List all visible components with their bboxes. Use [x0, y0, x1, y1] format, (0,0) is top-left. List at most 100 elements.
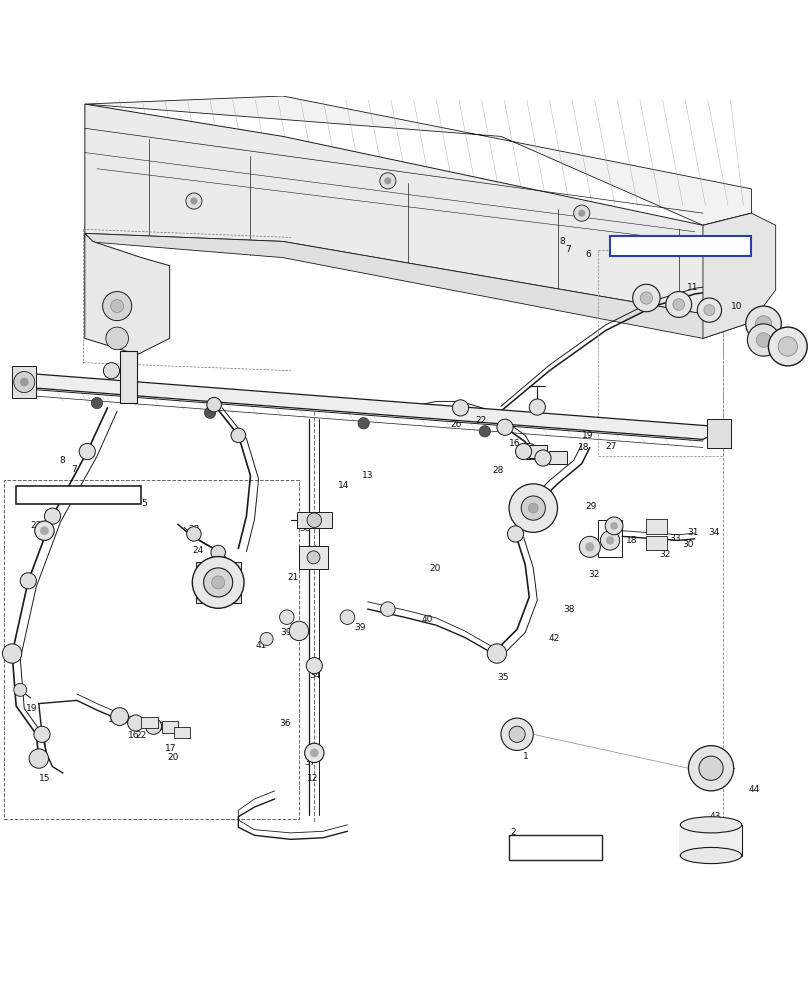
Text: 18: 18	[626, 536, 638, 545]
Text: 16: 16	[128, 731, 139, 740]
Text: 32: 32	[659, 550, 671, 559]
Polygon shape	[85, 233, 170, 355]
Text: 17: 17	[554, 458, 566, 467]
Circle shape	[79, 443, 95, 460]
Circle shape	[380, 173, 396, 189]
Circle shape	[452, 400, 469, 416]
Text: 42: 42	[549, 634, 560, 643]
Bar	[610, 236, 751, 256]
Text: 13: 13	[362, 471, 373, 480]
Text: 40: 40	[422, 615, 433, 624]
Circle shape	[289, 621, 309, 641]
Circle shape	[516, 443, 532, 460]
Bar	[141, 717, 158, 728]
Circle shape	[507, 526, 524, 542]
Text: 23: 23	[188, 525, 200, 534]
Circle shape	[385, 178, 391, 184]
Text: 5: 5	[141, 499, 147, 508]
Text: 12: 12	[307, 774, 318, 783]
Circle shape	[106, 327, 128, 350]
Circle shape	[509, 484, 558, 532]
Text: 35: 35	[497, 673, 508, 682]
Bar	[120, 351, 137, 403]
Bar	[174, 727, 190, 738]
Text: 29: 29	[585, 502, 596, 511]
Circle shape	[44, 508, 61, 524]
Ellipse shape	[680, 817, 742, 833]
Ellipse shape	[680, 847, 742, 864]
Text: 20: 20	[430, 564, 441, 573]
Circle shape	[747, 324, 780, 356]
Circle shape	[111, 708, 128, 725]
Circle shape	[260, 633, 273, 645]
Circle shape	[145, 718, 162, 734]
Circle shape	[756, 333, 771, 347]
Circle shape	[187, 527, 201, 541]
Circle shape	[768, 327, 807, 366]
Circle shape	[633, 284, 660, 312]
Text: 10: 10	[731, 302, 743, 311]
Text: 2: 2	[511, 828, 516, 837]
Text: 41: 41	[255, 641, 267, 650]
Circle shape	[14, 372, 35, 393]
Text: 34: 34	[309, 671, 321, 680]
Text: 20: 20	[167, 753, 179, 762]
Circle shape	[673, 299, 684, 310]
Circle shape	[611, 522, 617, 529]
Text: 19: 19	[26, 704, 37, 713]
Circle shape	[501, 718, 533, 750]
Text: 28: 28	[492, 466, 503, 475]
Text: 35.410.04 03: 35.410.04 03	[645, 241, 717, 251]
Text: 27: 27	[605, 442, 617, 451]
Text: 4: 4	[772, 332, 778, 341]
Circle shape	[358, 418, 369, 429]
Bar	[12, 366, 36, 398]
Bar	[297, 512, 332, 528]
Circle shape	[521, 443, 537, 460]
Circle shape	[192, 557, 244, 608]
Text: 26: 26	[450, 420, 461, 429]
Text: 44: 44	[749, 785, 760, 794]
Text: 7: 7	[566, 245, 571, 254]
Text: 18: 18	[578, 443, 589, 452]
Circle shape	[2, 644, 22, 663]
Circle shape	[40, 527, 48, 535]
Text: 3: 3	[796, 350, 802, 359]
Circle shape	[704, 305, 715, 316]
Text: 35.410.04 02: 35.410.04 02	[43, 490, 115, 500]
Circle shape	[207, 397, 221, 412]
Polygon shape	[680, 825, 742, 856]
Circle shape	[778, 337, 797, 356]
Text: 16: 16	[530, 453, 541, 462]
Circle shape	[310, 749, 318, 757]
Polygon shape	[20, 373, 727, 439]
Circle shape	[35, 521, 54, 540]
Text: 37: 37	[304, 758, 315, 767]
Circle shape	[14, 683, 27, 696]
Text: 19: 19	[582, 431, 593, 440]
Bar	[4, 480, 299, 819]
Circle shape	[755, 316, 772, 332]
Text: 38: 38	[299, 524, 310, 533]
Circle shape	[29, 749, 48, 768]
Circle shape	[606, 537, 614, 544]
Text: 6: 6	[585, 250, 591, 259]
Circle shape	[212, 576, 225, 589]
Circle shape	[211, 545, 225, 560]
Circle shape	[111, 300, 124, 313]
Circle shape	[605, 517, 623, 535]
Text: 17: 17	[165, 744, 176, 753]
Text: 25: 25	[43, 529, 54, 538]
Circle shape	[509, 726, 525, 742]
Text: 22: 22	[136, 731, 147, 740]
Text: 33: 33	[669, 534, 680, 543]
Text: 39: 39	[280, 628, 292, 637]
Polygon shape	[85, 96, 751, 225]
Circle shape	[600, 531, 620, 550]
Bar	[16, 486, 141, 504]
Text: 16: 16	[509, 439, 520, 448]
Text: 8: 8	[559, 237, 565, 246]
Text: 38: 38	[563, 605, 574, 614]
Text: 43: 43	[709, 812, 721, 821]
Text: 8: 8	[59, 456, 65, 465]
